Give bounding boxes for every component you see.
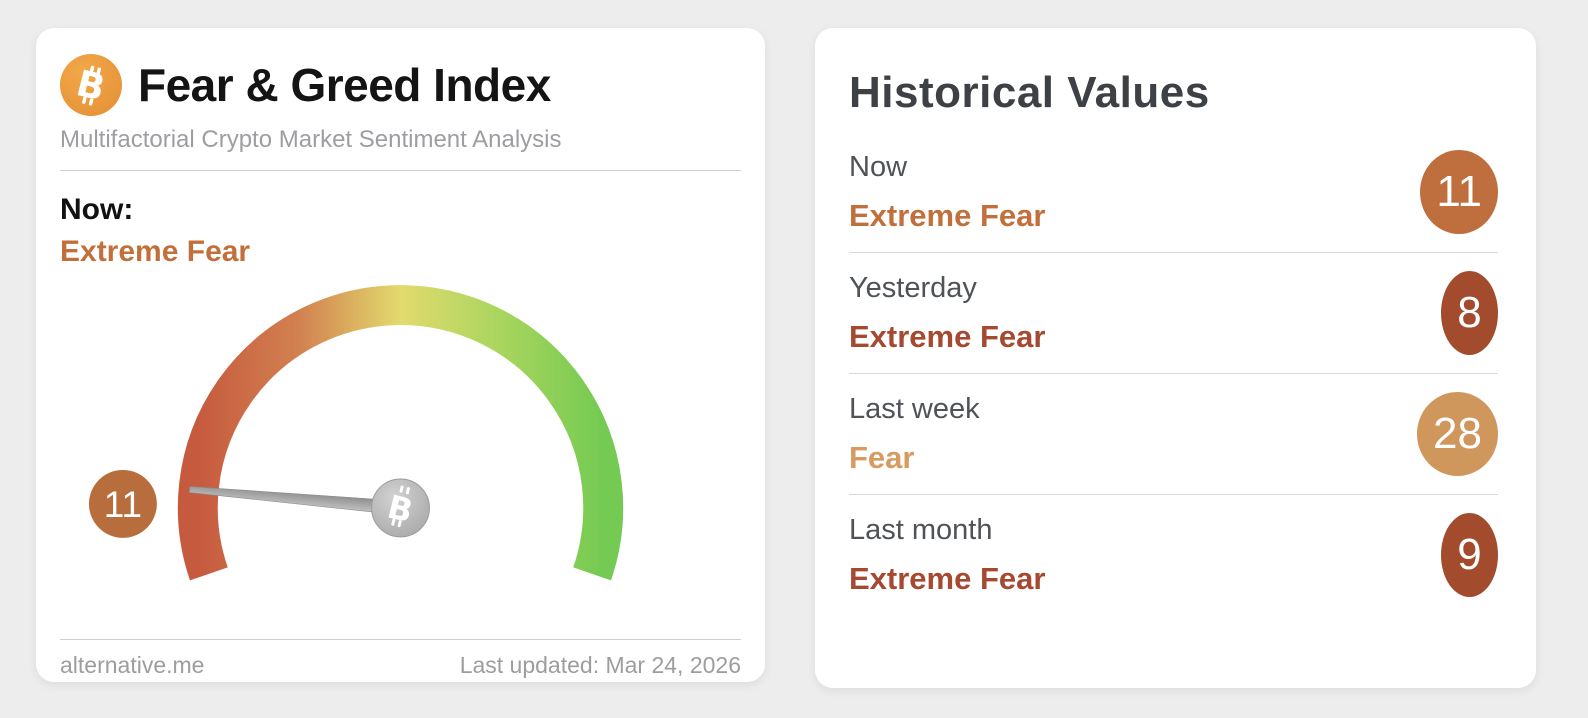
history-classification: Fear [849,439,915,475]
footer-divider [60,639,741,640]
header-divider [60,170,741,171]
row-divider [849,252,1498,253]
gauge-card: B Fear & Greed Index Multifactorial Cryp… [36,28,765,682]
row-divider [849,373,1498,374]
history-row-now: Now Extreme Fear 11 [849,132,1498,252]
gauge-card-header: B Fear & Greed Index [60,54,741,116]
gauge-needle [189,486,402,516]
subtitle: Multifactorial Crypto Market Sentiment A… [60,126,562,153]
history-row-last-week: Last week Fear 28 [849,374,1498,494]
history-value-badge: 28 [1417,392,1498,476]
history-classification: Extreme Fear [849,197,1046,233]
historical-values-title: Historical Values [849,68,1210,117]
history-value-badge: 11 [1420,150,1498,234]
history-value-badge: 8 [1441,271,1498,355]
page-title: Fear & Greed Index [138,59,551,111]
gauge-arc [177,285,624,581]
gauge-card-footer: alternative.me Last updated: Mar 24, 202… [60,652,741,679]
gauge-value-text: 11 [104,484,142,525]
history-classification: Extreme Fear [849,318,1046,354]
history-period-label: Last week [849,393,980,425]
historical-values-card: Historical Values Now Extreme Fear 11 Ye… [815,28,1536,688]
row-divider [849,494,1498,495]
bitcoin-icon: B [60,54,122,116]
gauge-value-badge [88,469,157,538]
history-row-last-month: Last month Extreme Fear 9 [849,495,1498,615]
history-classification: Extreme Fear [849,560,1046,596]
now-label: Now: [60,193,134,226]
fear-greed-widget-page: B Fear & Greed Index Multifactorial Cryp… [36,28,1536,688]
history-value-badge: 9 [1441,513,1498,597]
history-period-label: Now [849,151,908,183]
history-period-label: Last month [849,514,993,546]
last-updated: Last updated: Mar 24, 2026 [459,652,741,678]
history-row-yesterday: Yesterday Extreme Fear 8 [849,253,1498,373]
gauge-hub [371,478,430,538]
now-classification: Extreme Fear [60,235,251,268]
source-link[interactable]: alternative.me [60,652,205,678]
history-period-label: Yesterday [849,272,977,304]
fear-greed-gauge: B 11 [88,285,624,581]
